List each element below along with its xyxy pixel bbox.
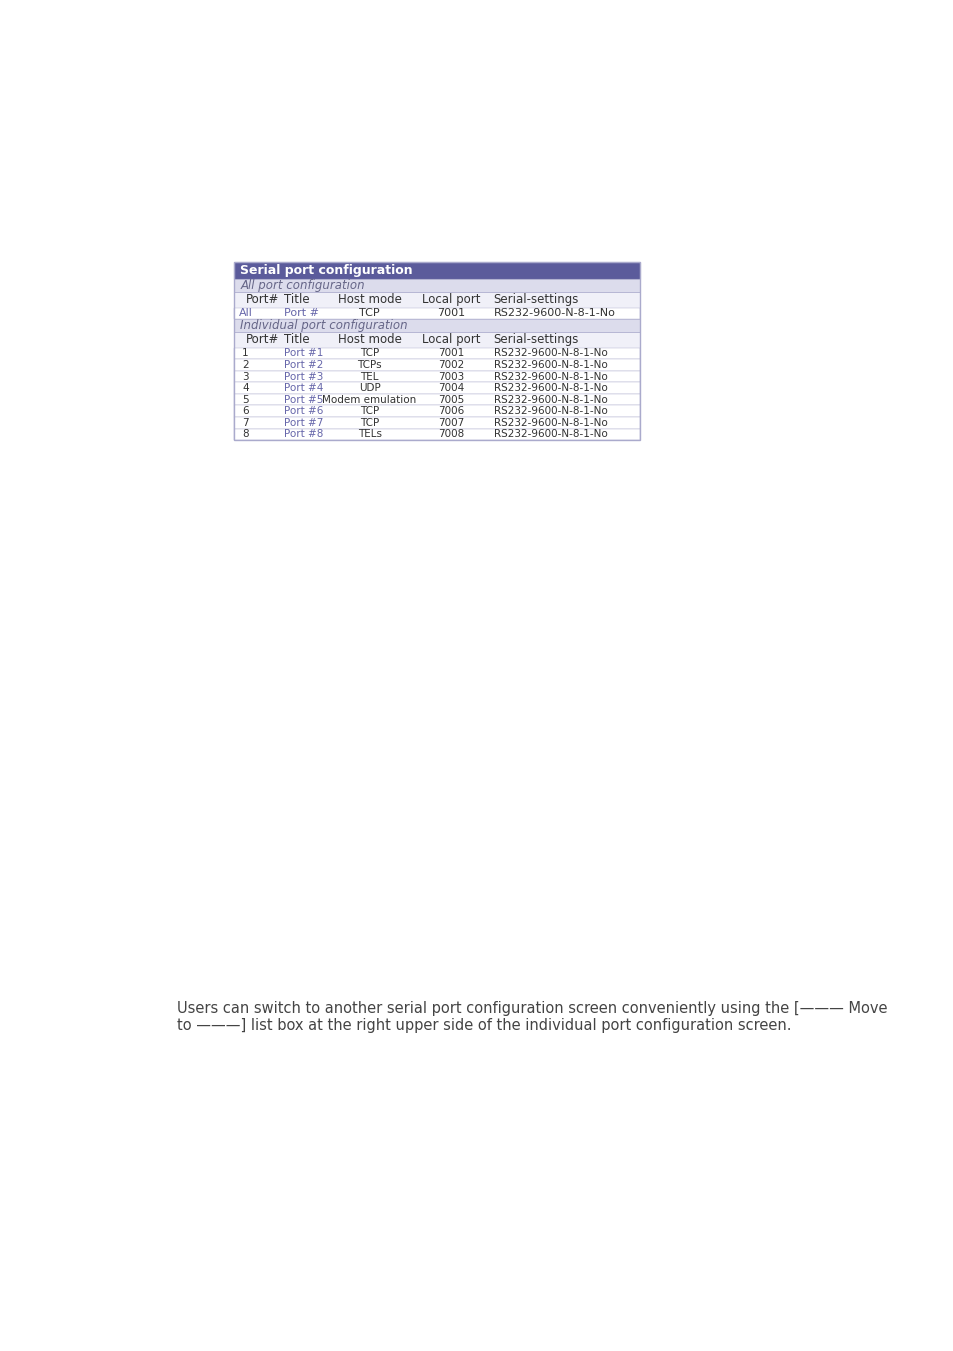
Text: 7001: 7001 — [436, 308, 464, 319]
Text: 5: 5 — [242, 394, 249, 405]
Text: Serial port configuration: Serial port configuration — [240, 265, 413, 277]
Text: RS232-9600-N-8-1-No: RS232-9600-N-8-1-No — [493, 384, 607, 393]
Text: RS232-9600-N-8-1-No: RS232-9600-N-8-1-No — [493, 349, 607, 358]
Text: TCP: TCP — [359, 407, 378, 416]
Text: Port#: Port# — [245, 293, 278, 307]
Text: 2: 2 — [242, 359, 249, 370]
Text: Local port: Local port — [421, 293, 479, 307]
Text: RS232-9600-N-8-1-No: RS232-9600-N-8-1-No — [493, 308, 615, 319]
Text: Host mode: Host mode — [337, 293, 401, 307]
Text: Serial-settings: Serial-settings — [493, 334, 578, 346]
Text: Title: Title — [284, 293, 310, 307]
Text: Port #5: Port #5 — [284, 394, 323, 405]
Text: Title: Title — [284, 334, 310, 346]
Text: TELs: TELs — [357, 430, 381, 439]
Bar — [233, 370, 639, 382]
Text: 7003: 7003 — [437, 372, 463, 381]
Bar — [233, 417, 639, 428]
Bar — [233, 280, 639, 292]
Text: 7008: 7008 — [437, 430, 463, 439]
Text: TCPs: TCPs — [356, 359, 381, 370]
Text: 7006: 7006 — [437, 407, 463, 416]
Text: RS232-9600-N-8-1-No: RS232-9600-N-8-1-No — [493, 430, 607, 439]
Text: 7005: 7005 — [437, 394, 463, 405]
Text: to ———] list box at the right upper side of the individual port configuration sc: to ———] list box at the right upper side… — [177, 1019, 791, 1034]
Bar — [233, 292, 639, 308]
Text: Port #6: Port #6 — [284, 407, 323, 416]
Text: TCP: TCP — [359, 349, 378, 358]
Text: 7007: 7007 — [437, 417, 463, 428]
Bar — [233, 332, 639, 347]
Bar — [233, 347, 639, 359]
Text: 7002: 7002 — [437, 359, 463, 370]
Text: TCP: TCP — [359, 308, 379, 319]
Bar — [233, 405, 639, 417]
Text: TEL: TEL — [360, 372, 378, 381]
Text: Port #3: Port #3 — [284, 372, 323, 381]
Text: All: All — [238, 308, 253, 319]
Bar — [233, 359, 639, 370]
Text: 7001: 7001 — [437, 349, 463, 358]
Text: RS232-9600-N-8-1-No: RS232-9600-N-8-1-No — [493, 394, 607, 405]
Text: Port #: Port # — [284, 308, 319, 319]
Bar — [233, 394, 639, 405]
Text: Port #7: Port #7 — [284, 417, 323, 428]
Text: 6: 6 — [242, 407, 249, 416]
Bar — [233, 262, 639, 440]
Text: 4: 4 — [242, 384, 249, 393]
Bar — [233, 428, 639, 440]
Text: RS232-9600-N-8-1-No: RS232-9600-N-8-1-No — [493, 359, 607, 370]
Text: Port#: Port# — [245, 334, 278, 346]
Text: Host mode: Host mode — [337, 334, 401, 346]
Text: 3: 3 — [242, 372, 249, 381]
Text: Local port: Local port — [421, 334, 479, 346]
Text: Port #2: Port #2 — [284, 359, 323, 370]
Text: RS232-9600-N-8-1-No: RS232-9600-N-8-1-No — [493, 417, 607, 428]
Text: 8: 8 — [242, 430, 249, 439]
Text: RS232-9600-N-8-1-No: RS232-9600-N-8-1-No — [493, 407, 607, 416]
Bar — [233, 382, 639, 394]
Text: Port #4: Port #4 — [284, 384, 323, 393]
Text: 7004: 7004 — [437, 384, 463, 393]
Text: TCP: TCP — [359, 417, 378, 428]
Text: Users can switch to another serial port configuration screen conveniently using : Users can switch to another serial port … — [177, 1001, 887, 1016]
Text: Port #8: Port #8 — [284, 430, 323, 439]
Text: All port configuration: All port configuration — [240, 280, 364, 292]
Text: Individual port configuration: Individual port configuration — [240, 319, 407, 332]
Text: Serial-settings: Serial-settings — [493, 293, 578, 307]
Bar — [233, 308, 639, 319]
Bar — [233, 319, 639, 332]
Text: Modem emulation: Modem emulation — [322, 394, 416, 405]
Text: UDP: UDP — [358, 384, 380, 393]
Text: Port #1: Port #1 — [284, 349, 323, 358]
Text: 1: 1 — [242, 349, 249, 358]
Text: RS232-9600-N-8-1-No: RS232-9600-N-8-1-No — [493, 372, 607, 381]
Bar — [233, 262, 639, 280]
Text: 7: 7 — [242, 417, 249, 428]
